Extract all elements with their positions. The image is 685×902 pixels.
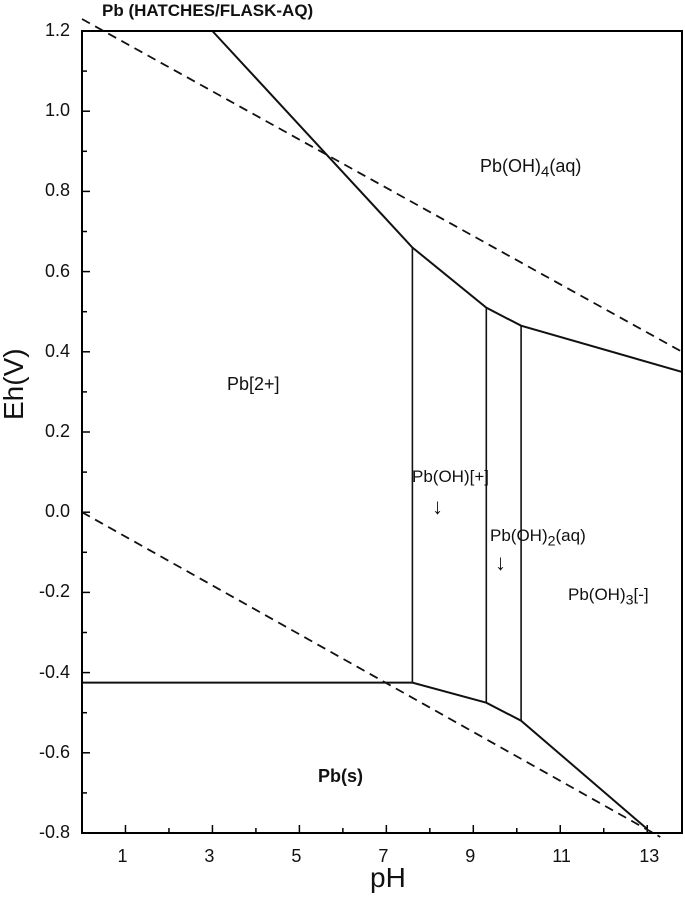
y-tick-label: -0.6 (38, 741, 70, 762)
water-stability-line (81, 18, 683, 353)
plot-frame (81, 30, 683, 834)
y-tick-label: -0.4 (38, 661, 70, 682)
chart-title: Pb (HATCHES/FLASK-AQ) (102, 1, 314, 20)
x-tick-label: 3 (204, 846, 215, 866)
phase-boundary-line (211, 30, 683, 373)
y-tick-label: -0.2 (38, 581, 70, 602)
y-tick-label: 0.4 (44, 340, 70, 361)
region-label-pb-oh4: Pb(OH)4(aq) (480, 156, 582, 181)
region-label-pbs: Pb(s) (318, 766, 363, 786)
x-tick-label: 9 (465, 846, 476, 866)
y-axis-label: Eh(V) (0, 348, 29, 420)
water-stability-line (81, 511, 661, 838)
x-tick-label: 1 (117, 846, 128, 866)
y-tick-label: 0.8 (44, 180, 70, 201)
arrow-down-icon: ↓ (495, 550, 506, 575)
y-tick-label: 1.0 (44, 100, 70, 121)
region-label-pb-oh3: Pb(OH)3[-] (568, 585, 649, 609)
arrow-down-icon: ↓ (432, 494, 443, 519)
region-label-pboh-plus: Pb(OH)[+] (412, 467, 489, 486)
region-label-pb2: Pb[2+] (227, 374, 280, 394)
x-tick-label: 7 (378, 846, 389, 866)
x-axis-label: pH (370, 862, 406, 893)
y-tick-label: 0.2 (44, 421, 70, 441)
y-tick-label: 1.2 (44, 20, 70, 40)
phase-boundary-line (82, 681, 648, 830)
x-tick-label: 13 (639, 846, 660, 866)
region-label-pb-oh2: Pb(OH)2(aq) (490, 526, 586, 550)
y-tick-label: -0.8 (38, 822, 70, 842)
x-tick-label: 5 (291, 846, 302, 866)
x-tick-label: 11 (552, 846, 571, 866)
y-tick-label: 0.0 (44, 501, 70, 522)
y-tick-label: 0.6 (44, 260, 70, 281)
